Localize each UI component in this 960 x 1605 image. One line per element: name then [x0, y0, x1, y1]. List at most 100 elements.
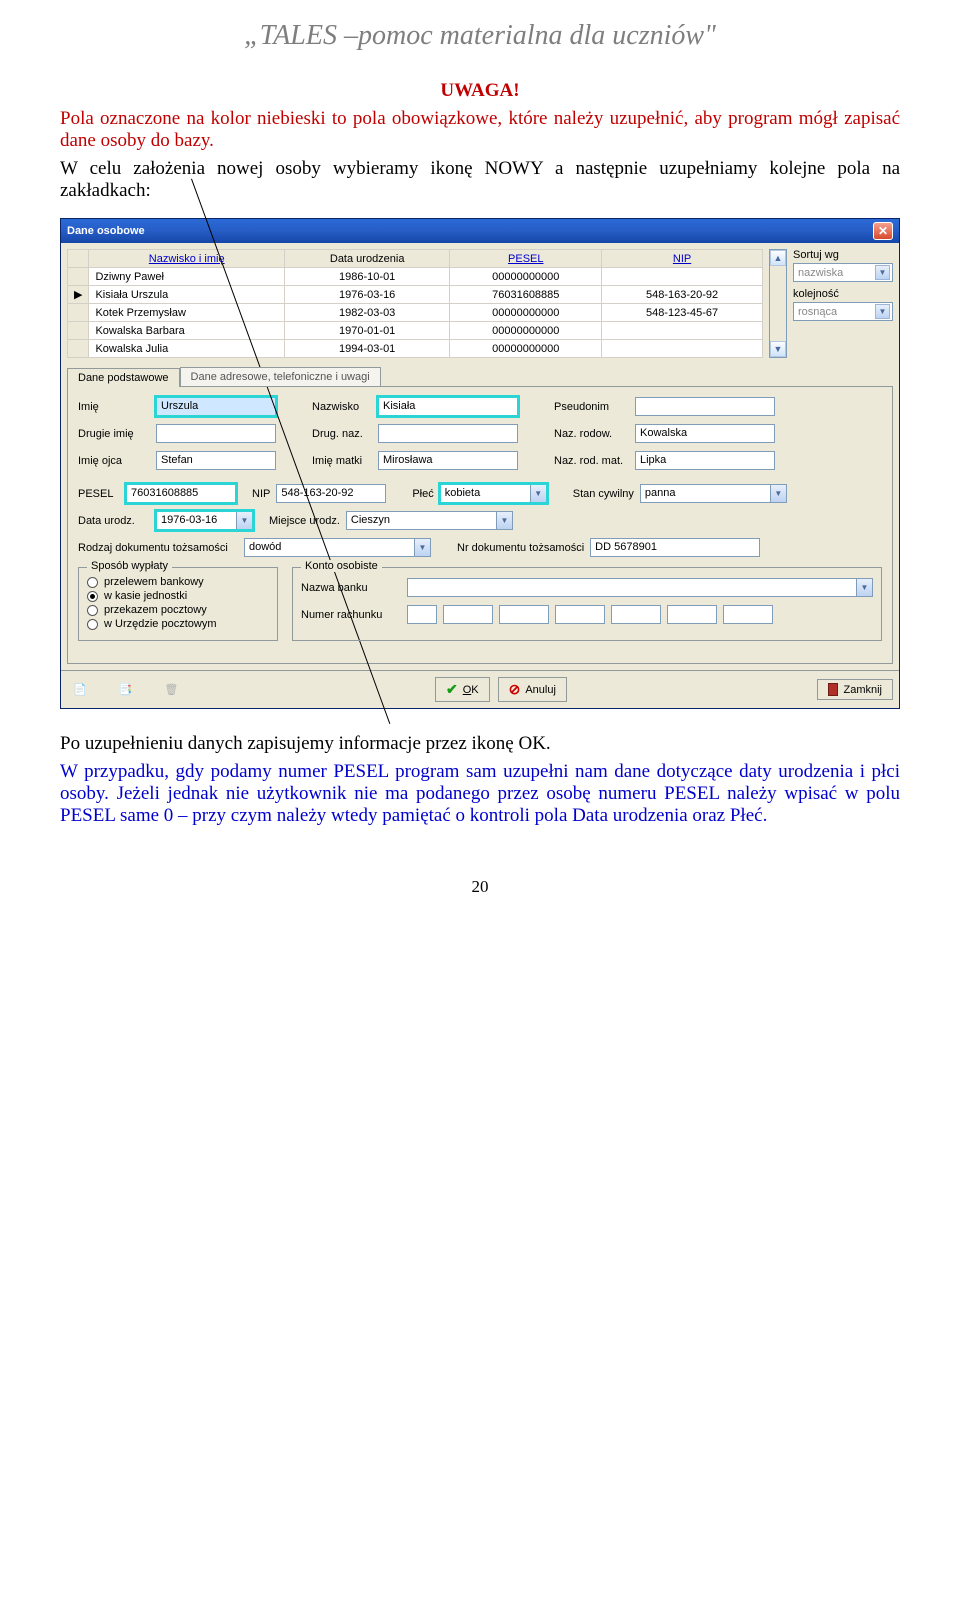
legend-konto: Konto osobiste	[301, 560, 382, 572]
label-nip: NIP	[252, 488, 270, 500]
cancel-icon: ⊘	[509, 681, 521, 698]
label-nr-dok: Nr dokumentu tożsamości	[457, 542, 584, 554]
page-number: 20	[60, 877, 900, 897]
group-sposob-wyplaty: Sposób wypłaty przelewem bankowy w kasie…	[78, 567, 278, 641]
tab-dane-podstawowe[interactable]: Dane podstawowe	[67, 368, 180, 387]
input-imie-matki[interactable]: Mirosława	[378, 451, 518, 470]
sort-order-select[interactable]: rosnąca▼	[793, 302, 893, 321]
select-nazwa-banku[interactable]: ▼	[407, 578, 873, 597]
persons-table[interactable]: Nazwisko i imię Data urodzenia PESEL NIP…	[67, 249, 763, 358]
label-drug-naz: Drug. naz.	[312, 428, 372, 440]
check-icon: ✔	[446, 681, 458, 698]
label-nr-rachunku: Numer rachunku	[301, 609, 401, 621]
label-imie-matki: Imię matki	[312, 455, 372, 467]
col-dob[interactable]: Data urodzenia	[284, 250, 449, 268]
scrollbar[interactable]: ▲ ▼	[769, 249, 787, 358]
para-3: Po uzupełnieniu danych zapisujemy inform…	[60, 733, 900, 755]
input-imie[interactable]: Urszula	[156, 397, 276, 416]
input-rach-3[interactable]	[499, 605, 549, 624]
form-panel: Imię Urszula Nazwisko Kisiała Pseudonim …	[67, 386, 893, 664]
label-naz-rodow: Naz. rodow.	[554, 428, 629, 440]
input-pesel[interactable]: 76031608885	[126, 484, 236, 503]
group-konto-osobiste: Konto osobiste Nazwa banku ▼ Numer rachu…	[292, 567, 882, 641]
trash-icon: 🗑	[164, 683, 178, 696]
input-rach-4[interactable]	[555, 605, 605, 624]
file-icon: 📄	[73, 683, 87, 696]
sort-by-label: Sortuj wg	[793, 249, 893, 261]
bottom-toolbar: 📄 📑 🗑 ✔OK ⊘Anuluj Zamknij	[61, 670, 899, 708]
input-nr-dok[interactable]: DD 5678901	[590, 538, 760, 557]
table-row[interactable]: ▶Kisiała Urszula1976-03-1676031608885548…	[68, 286, 763, 304]
input-rach-1[interactable]	[407, 605, 437, 624]
para-2: W celu założenia nowej osoby wybieramy i…	[60, 158, 900, 202]
select-plec[interactable]: kobieta▼	[440, 484, 547, 503]
table-row[interactable]: Kotek Przemysław1982-03-0300000000000548…	[68, 304, 763, 322]
input-pseudonim[interactable]	[635, 397, 775, 416]
chevron-down-icon: ▼	[770, 484, 787, 503]
input-imie-ojca[interactable]: Stefan	[156, 451, 276, 470]
titlebar[interactable]: Dane osobowe ✕	[61, 219, 899, 243]
chevron-down-icon: ▼	[530, 484, 547, 503]
label-naz-rod-mat: Naz. rod. mat.	[554, 455, 629, 467]
chevron-down-icon: ▼	[856, 578, 873, 597]
label-plec: Płeć	[412, 488, 433, 500]
new-button[interactable]: 📄	[67, 680, 93, 699]
chevron-down-icon: ▼	[875, 265, 890, 280]
copy-button[interactable]: 📑	[113, 680, 139, 699]
doc-title: „TALES –pomoc materialna dla uczniów"	[60, 20, 900, 52]
input-rach-5[interactable]	[611, 605, 661, 624]
input-rach-2[interactable]	[443, 605, 493, 624]
input-miejsce-urodz[interactable]: Cieszyn▼	[346, 511, 513, 530]
uwaga-heading: UWAGA!	[60, 80, 900, 102]
delete-button[interactable]: 🗑	[158, 680, 184, 699]
chevron-down-icon: ▼	[496, 511, 513, 530]
input-drugie-imie[interactable]	[156, 424, 276, 443]
close-button[interactable]: Zamknij	[817, 679, 893, 700]
select-rodzaj-dok[interactable]: dowód▼	[244, 538, 431, 557]
label-miejsce-urodz: Miejsce urodz.	[269, 515, 340, 527]
chevron-down-icon: ▼	[236, 511, 253, 530]
chevron-down-icon: ▼	[875, 304, 890, 319]
label-stan: Stan cywilny	[573, 488, 634, 500]
scroll-down-icon[interactable]: ▼	[770, 341, 786, 357]
radio-przelew[interactable]: przelewem bankowy	[87, 576, 269, 588]
input-data-urodz[interactable]: 1976-03-16▼	[156, 511, 253, 530]
radio-kasa[interactable]: w kasie jednostki	[87, 590, 269, 602]
ok-button[interactable]: ✔OK	[435, 677, 490, 702]
col-nip[interactable]: NIP	[673, 253, 691, 265]
para-4: W przypadku, gdy podamy numer PESEL prog…	[60, 761, 900, 827]
col-name[interactable]: Nazwisko i imię	[149, 253, 225, 265]
label-pesel: PESEL	[78, 488, 120, 500]
window-dane-osobowe: Dane osobowe ✕ Nazwisko i imię Data urod…	[60, 218, 900, 709]
close-icon[interactable]: ✕	[873, 222, 893, 240]
door-icon	[828, 683, 838, 696]
col-pesel[interactable]: PESEL	[508, 253, 543, 265]
table-row[interactable]: Kowalska Julia1994-03-0100000000000	[68, 340, 763, 358]
cancel-button[interactable]: ⊘Anuluj	[498, 677, 567, 702]
sort-order-label: kolejność	[793, 288, 893, 300]
label-imie: Imię	[78, 401, 150, 413]
input-nip[interactable]: 548-163-20-92	[276, 484, 386, 503]
label-imie-ojca: Imię ojca	[78, 455, 150, 467]
input-nazwisko[interactable]: Kisiała	[378, 397, 518, 416]
table-row[interactable]: Dziwny Paweł1986-10-0100000000000	[68, 268, 763, 286]
sort-panel: Sortuj wg nazwiska▼ kolejność rosnąca▼	[793, 249, 893, 358]
scroll-up-icon[interactable]: ▲	[770, 250, 786, 266]
para-1: Pola oznaczone na kolor niebieski to pol…	[60, 108, 900, 152]
label-nazwisko: Nazwisko	[312, 401, 372, 413]
label-rodzaj-dok: Rodzaj dokumentu tożsamości	[78, 542, 238, 554]
sort-by-select[interactable]: nazwiska▼	[793, 263, 893, 282]
radio-przekaz[interactable]: przekazem pocztowy	[87, 604, 269, 616]
label-nazwa-banku: Nazwa banku	[301, 582, 401, 594]
input-drug-naz[interactable]	[378, 424, 518, 443]
window-title: Dane osobowe	[67, 225, 145, 237]
select-stan-cywilny[interactable]: panna▼	[640, 484, 787, 503]
input-rach-6[interactable]	[667, 605, 717, 624]
input-naz-rodow[interactable]: Kowalska	[635, 424, 775, 443]
radio-urzad[interactable]: w Urzędzie pocztowym	[87, 618, 269, 630]
label-drugie-imie: Drugie imię	[78, 428, 150, 440]
input-rach-7[interactable]	[723, 605, 773, 624]
tab-dane-adresowe[interactable]: Dane adresowe, telefoniczne i uwagi	[180, 367, 381, 387]
input-naz-rod-mat[interactable]: Lipka	[635, 451, 775, 470]
table-row[interactable]: Kowalska Barbara1970-01-0100000000000	[68, 322, 763, 340]
